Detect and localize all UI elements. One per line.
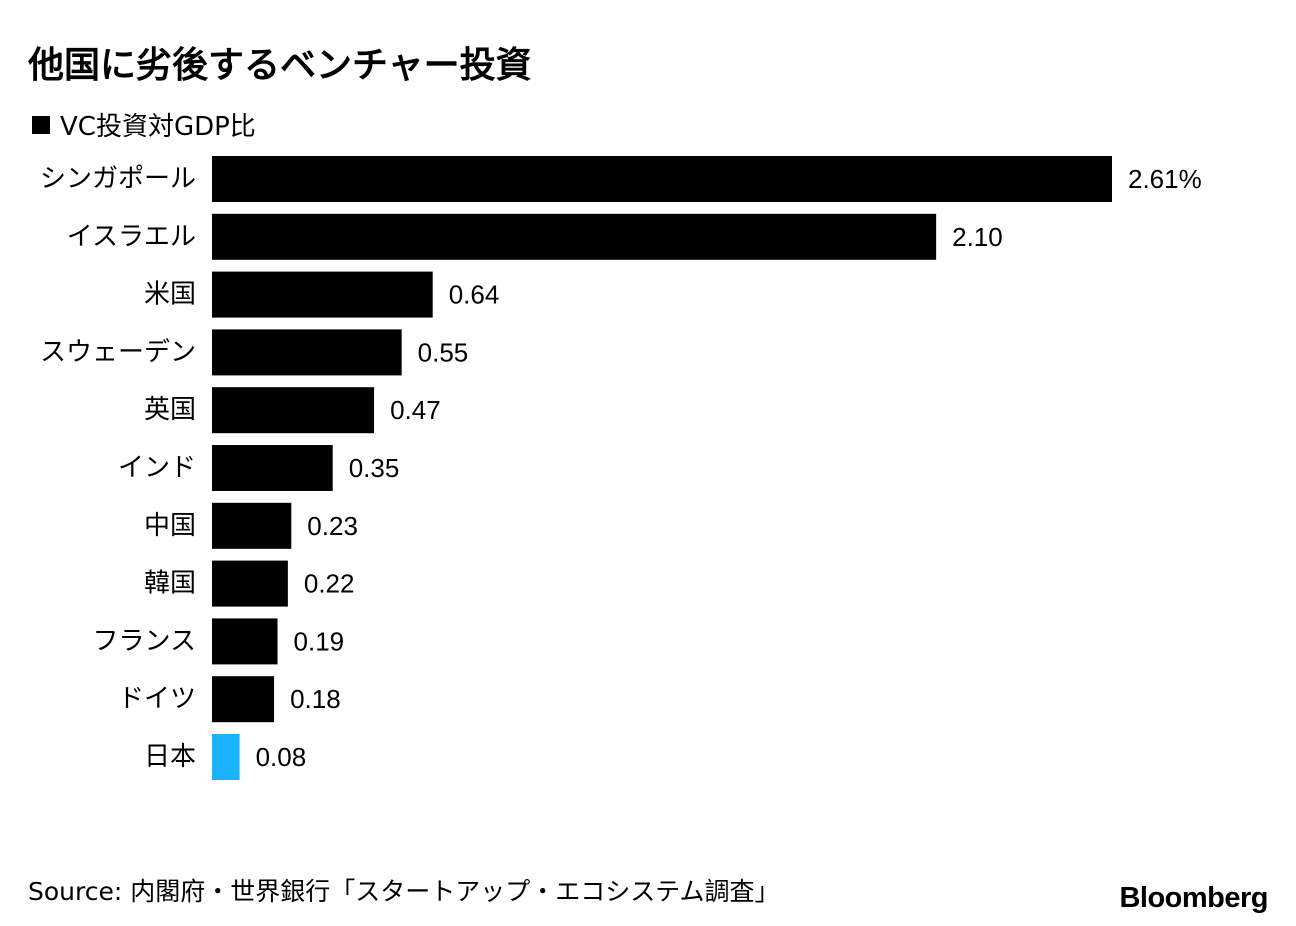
value-label: 0.18 xyxy=(290,684,341,714)
value-label: 0.55 xyxy=(418,337,469,367)
category-label: スウェーデン xyxy=(40,337,196,367)
value-label: 0.47 xyxy=(390,395,441,425)
value-label: 0.23 xyxy=(307,511,358,541)
bar xyxy=(212,213,937,260)
legend-label: VC投資対GDP比 xyxy=(60,112,256,142)
bar xyxy=(212,329,402,376)
bar xyxy=(212,618,278,665)
category-label: 韓国 xyxy=(144,569,196,599)
bar xyxy=(212,445,333,491)
category-label: 中国 xyxy=(144,511,196,541)
value-label: 0.19 xyxy=(294,626,345,656)
bar xyxy=(212,676,275,723)
category-label: 日本 xyxy=(144,742,196,772)
legend-swatch xyxy=(32,115,50,134)
bar xyxy=(212,271,433,318)
category-label: 英国 xyxy=(144,395,196,425)
category-label: イスラエル xyxy=(67,222,196,252)
bar xyxy=(212,560,288,607)
chart-title: 他国に劣後するベンチャー投資 xyxy=(28,45,532,86)
value-label: 2.10 xyxy=(952,222,1003,252)
bar xyxy=(212,387,375,434)
category-label: シンガポール xyxy=(40,164,196,194)
value-label: 0.64 xyxy=(449,280,500,310)
bloomberg-logo: Bloomberg xyxy=(1119,882,1268,914)
value-label: 2.61% xyxy=(1128,164,1202,194)
category-label: ドイツ xyxy=(118,684,196,714)
bar xyxy=(212,734,240,780)
value-label: 0.35 xyxy=(349,453,400,483)
value-label: 0.08 xyxy=(256,742,307,772)
bar xyxy=(212,156,1112,202)
source-note: Source: 内閣府・世界銀行「スタートアップ・エコシステム調査」 xyxy=(28,877,780,906)
bar xyxy=(212,502,292,549)
value-label: 0.22 xyxy=(304,569,355,599)
legend: VC投資対GDP比 xyxy=(32,106,256,143)
category-label: インド xyxy=(118,453,196,483)
category-label: フランス xyxy=(93,626,196,656)
category-label: 米国 xyxy=(144,280,196,310)
